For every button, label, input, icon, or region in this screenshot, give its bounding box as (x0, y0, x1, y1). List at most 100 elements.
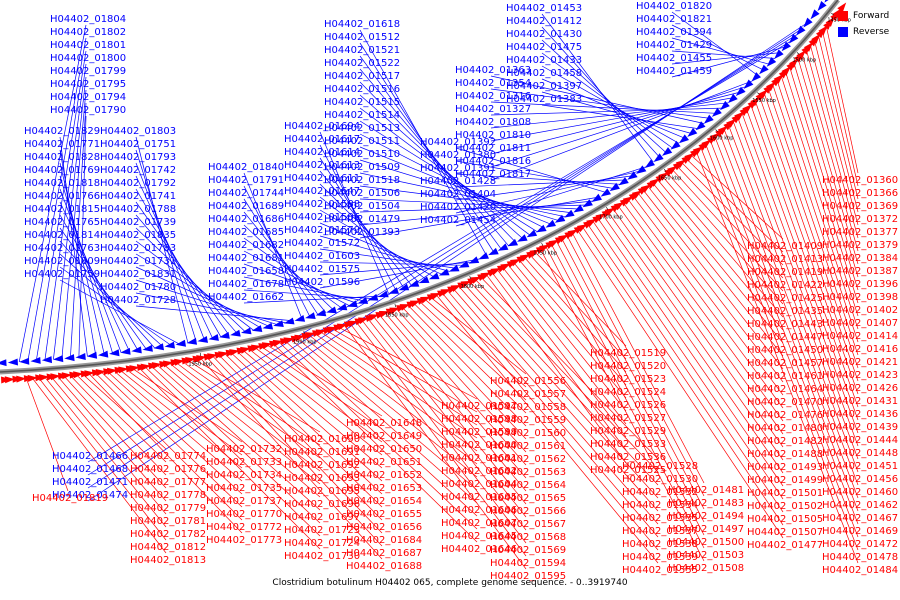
reverse-gene-arrow (251, 325, 263, 332)
forward-gene-label: H04402_01360 (822, 175, 898, 186)
reverse-gene-leader-line (490, 97, 735, 142)
forward-gene-leader-line (785, 72, 859, 304)
forward-gene-label: H04402_01467 (822, 513, 898, 524)
forward-gene-arrow (107, 367, 118, 375)
forward-gene-arrow (750, 96, 760, 107)
forward-gene-arrow (734, 111, 745, 121)
scale-tick-label: 1650 kbp (658, 176, 682, 182)
reverse-gene-arrow (262, 322, 274, 330)
forward-gene-leader-line (577, 230, 784, 539)
reverse-gene-leader-line (243, 295, 381, 304)
forward-gene-arrow (742, 104, 753, 114)
forward-gene-label: H04402_01534 (622, 500, 698, 511)
forward-gene-leader-line (200, 358, 383, 560)
reverse-gene-label: H04402_01518 (324, 175, 400, 186)
forward-gene-label: H04402_01646 (441, 544, 517, 555)
forward-gene-arrow (389, 307, 400, 315)
forward-gene-arrow (272, 339, 284, 347)
forward-gene-label: H04402_01402 (822, 305, 898, 316)
reverse-gene-label: H04402_01795 (50, 79, 126, 90)
reverse-gene-leader-line (44, 63, 87, 361)
forward-gene-leader-line (648, 186, 784, 357)
reverse-gene-label: H04402_01820 (636, 1, 712, 12)
forward-gene-leader-line (139, 368, 321, 550)
forward-gene-arrow (196, 355, 207, 362)
reverse-gene-label: H04402_01475 (506, 42, 582, 53)
forward-gene-arrow (558, 234, 569, 243)
forward-gene-label: H04402_01569 (490, 545, 566, 556)
forward-gene-label: H04402_01654 (346, 496, 422, 507)
forward-gene-label: H04402_01693 (284, 473, 360, 484)
scale-tick-mark (757, 92, 760, 95)
reverse-gene-leader-line (490, 88, 711, 119)
forward-gene-leader-line (470, 282, 659, 486)
reverse-gene-arrow (336, 303, 348, 311)
scale-tick-mark (469, 275, 472, 280)
forward-gene-label: H04402_01414 (822, 331, 898, 342)
reverse-gene-leader-line (359, 68, 509, 247)
reverse-gene-leader-line (87, 22, 808, 502)
reverse-gene-label: H04402_01394 (636, 27, 712, 38)
reverse-gene-leader-line (243, 250, 350, 307)
reverse-gene-label: H04402_01790 (50, 105, 126, 116)
forward-gene-leader-line (176, 362, 321, 472)
reverse-gene-arrow (64, 354, 75, 362)
forward-gene-label: H04402_01598 (441, 414, 517, 425)
reverse-gene-label: H04402_01840 (208, 162, 284, 173)
forward-gene-arrow (789, 58, 799, 68)
forward-gene-arrow (283, 337, 295, 345)
forward-gene-arrow (576, 224, 588, 233)
forward-gene-arrow (61, 372, 72, 380)
forward-gene-label: H04402_01407 (822, 318, 898, 329)
reverse-gene-arrow (554, 214, 566, 223)
reverse-gene-arrow (678, 134, 689, 144)
forward-gene-label: H04402_01565 (490, 493, 566, 504)
forward-gene-arrow (95, 369, 106, 376)
forward-gene-label: H04402_01697 (284, 512, 360, 523)
forward-gene-label: H04402_01421 (822, 357, 898, 368)
forward-gene-leader-line (362, 320, 527, 531)
forward-gene-label: H04402_01507 (747, 527, 823, 538)
forward-gene-leader-line (321, 332, 478, 439)
reverse-gene-label: H04402_01596 (284, 277, 360, 288)
reverse-gene-leader-line (53, 76, 87, 360)
forward-gene-leader-line (261, 346, 383, 430)
forward-gene-arrow (73, 371, 84, 379)
forward-gene-label: H04402_01461 (747, 371, 823, 382)
forward-gene-label: H04402_01422 (747, 280, 823, 291)
forward-gene-label: H04402_01691 (284, 447, 360, 458)
reverse-gene-leader-line (490, 101, 717, 114)
forward-gene-arrow (326, 326, 337, 334)
reverse-gene-label: H04402_01515 (324, 97, 400, 108)
reverse-gene-label: H04402_01808 (455, 117, 531, 128)
forward-gene-leader-line (151, 366, 321, 524)
reverse-gene-leader-line (671, 37, 770, 65)
forward-gene-arrow (163, 360, 174, 368)
forward-gene-label: H04402_01488 (747, 449, 823, 460)
reverse-gene-arrow (175, 339, 186, 347)
reverse-gene-label: H04402_01430 (506, 29, 582, 40)
forward-gene-arrow (151, 362, 163, 369)
forward-gene-label: H04402_01723 (284, 525, 360, 536)
reverse-gene-label: H04402_01404 (420, 189, 496, 200)
forward-gene-leader-line (728, 125, 859, 473)
forward-gene-label: H04402_01535 (622, 513, 698, 524)
forward-gene-label: H04402_01604 (441, 479, 517, 490)
reverse-gene-arrow (120, 347, 131, 355)
forward-gene-leader-line (593, 221, 784, 500)
reverse-gene-label: H04402_01689 (208, 201, 284, 212)
reverse-gene-label: H04402_01521 (324, 45, 400, 56)
reverse-gene-leader-line (27, 37, 87, 362)
forward-gene-leader-line (714, 137, 859, 512)
forward-gene-label: H04402_01601 (441, 453, 517, 464)
forward-gene-leader-line (231, 352, 383, 495)
scale-tick-mark (831, 12, 834, 16)
forward-gene-leader-line (603, 215, 784, 474)
forward-gene-label: H04402_01447 (747, 332, 823, 343)
forward-gene-label: H04402_01813 (130, 555, 206, 566)
reverse-gene-label: H04402_01662 (208, 292, 284, 303)
forward-gene-arrow (294, 334, 305, 342)
forward-gene-label: H04402_01503 (668, 550, 744, 561)
forward-gene-leader-line (45, 377, 167, 528)
forward-gene-leader-line (170, 363, 321, 485)
